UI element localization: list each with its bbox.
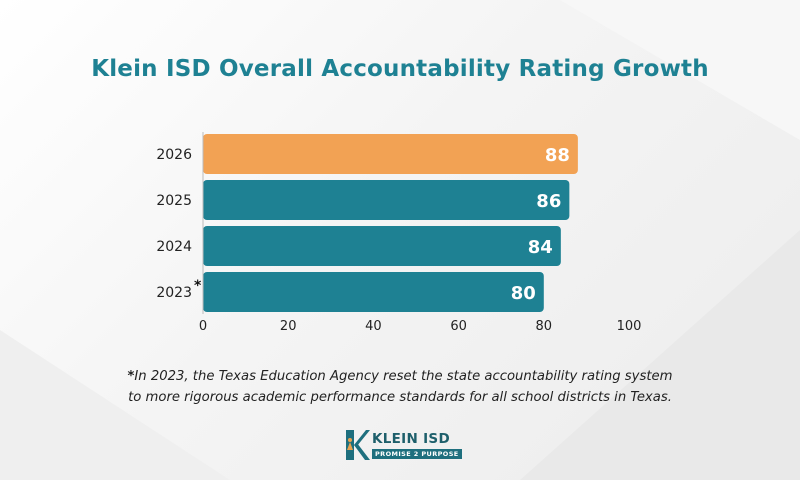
bar-value-label-2024: 84 bbox=[528, 237, 553, 258]
logo-k-icon bbox=[346, 430, 370, 460]
footnote-line-1: *In 2023, the Texas Education Agency res… bbox=[0, 366, 800, 387]
klein-isd-logo: KLEIN ISD PROMISE 2 PURPOSE bbox=[344, 428, 464, 462]
footnote-marker: * bbox=[127, 369, 135, 384]
x-tick-label-0: 0 bbox=[199, 319, 207, 334]
category-label-2025: 2025 bbox=[156, 193, 192, 209]
logo-tagline: PROMISE 2 PURPOSE bbox=[372, 448, 462, 459]
x-tick-label-80: 80 bbox=[536, 319, 553, 334]
x-tick-label-60: 60 bbox=[450, 319, 467, 334]
bar-2026 bbox=[203, 134, 578, 174]
bar-chart: 88 2026 86 2025 84 2024 80 2023 * 0 20 40 60 80 100 bbox=[156, 132, 642, 334]
category-label-2024: 2024 bbox=[156, 239, 192, 255]
category-label-2023: 2023 bbox=[156, 285, 192, 301]
bar-2023 bbox=[203, 272, 544, 312]
logo-name: KLEIN ISD bbox=[372, 430, 450, 447]
x-tick-label-40: 40 bbox=[365, 319, 382, 334]
logo-text: KLEIN ISD PROMISE 2 PURPOSE bbox=[372, 430, 462, 459]
bar-value-label-2025: 86 bbox=[536, 191, 561, 212]
footnote-text-1: In 2023, the Texas Education Agency rese… bbox=[134, 369, 673, 384]
footnote-line-2: to more rigorous academic performance st… bbox=[128, 390, 672, 405]
bar-value-label-2023: 80 bbox=[511, 283, 536, 304]
bar-2025 bbox=[203, 180, 570, 220]
footnote: *In 2023, the Texas Education Agency res… bbox=[0, 366, 800, 408]
x-tick-label-100: 100 bbox=[617, 319, 642, 334]
category-marker-2023: * bbox=[194, 278, 202, 294]
category-label-2026: 2026 bbox=[156, 147, 192, 163]
bar-value-label-2026: 88 bbox=[545, 145, 570, 166]
bar-2024 bbox=[203, 226, 561, 266]
chart-title: Klein ISD Overall Accountability Rating … bbox=[91, 56, 709, 82]
x-tick-label-20: 20 bbox=[280, 319, 297, 334]
